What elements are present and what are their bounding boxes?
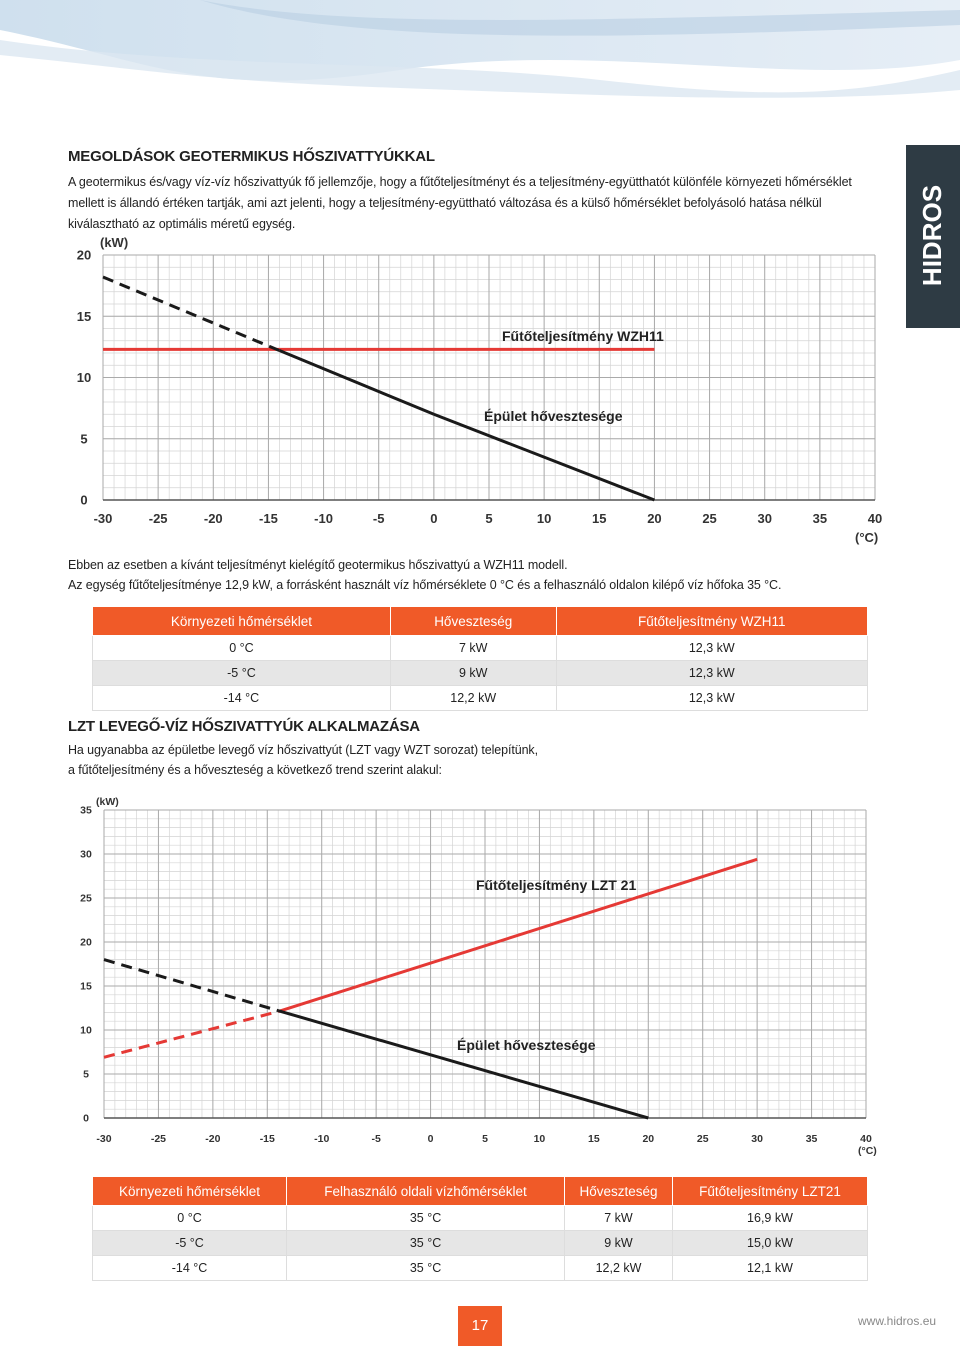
cell: -14 °C (92, 1255, 287, 1281)
row: -14 °C 12,2 kW 12,3 kW (92, 685, 869, 711)
header-cell: Fűtőteljesítmény WZH11 (555, 606, 869, 636)
cell: 16,9 kW (671, 1205, 869, 1231)
table: Környezeti hőmérséklet Hőveszteség Fűtőtel… (92, 606, 869, 711)
x-tick-label: 35 (806, 1133, 818, 1145)
x-tick-label: 5 (485, 511, 492, 526)
section-title: LZT LEVEGŐ-VÍZ HŐSZIVATTYÚK ALKALMAZÁSA (68, 718, 420, 735)
x-tick-label: 15 (592, 511, 606, 526)
x-tick-label: 25 (697, 1133, 709, 1145)
y-tick-label: 15 (80, 981, 92, 993)
brand-tab: HIDROS (906, 145, 960, 328)
header-row: Környezeti hőmérséklet Hőveszteség Fűtőtel… (92, 606, 869, 636)
cell: 12,3 kW (555, 685, 869, 711)
x-axis-label: (°C) (858, 1145, 877, 1157)
series-line (103, 1010, 279, 1059)
cell: 12,2 kW (389, 685, 557, 711)
series-line (278, 349, 435, 416)
section-title: MEGOLDÁSOK GEOTERMIKUS HŐSZIVATTYÚKKAL (68, 148, 435, 165)
row: -5 °C 35 °C 9 kW 15,0 kW (92, 1230, 869, 1256)
y-tick-label: 5 (83, 1069, 89, 1081)
y-tick-label: 20 (77, 248, 91, 263)
x-tick-label: 40 (868, 511, 882, 526)
x-tick-label: 15 (588, 1133, 600, 1145)
x-tick-label: 35 (813, 511, 827, 526)
y-tick-label: 10 (77, 370, 91, 385)
cell: 35 °C (285, 1230, 566, 1256)
row: -14 °C 35 °C 12,2 kW 12,1 kW (92, 1255, 869, 1281)
cell: 15,0 kW (671, 1230, 869, 1256)
x-tick-label: 40 (860, 1133, 872, 1145)
cell: 9 kW (389, 660, 557, 686)
x-tick-label: -25 (149, 511, 168, 526)
y-tick-label: 0 (80, 493, 87, 508)
x-tick-label: 10 (537, 511, 551, 526)
cell: 12,1 kW (671, 1255, 869, 1281)
text-line: Ha ugyanabba az épületbe levegő víz hősz… (68, 743, 538, 757)
series-line (277, 1009, 649, 1120)
x-tick-label: -20 (205, 1133, 220, 1145)
header-cell: Környezeti hőmérséklet (92, 1176, 287, 1206)
x-tick-label: -5 (371, 1133, 380, 1145)
paragraph: A geotermikus és/vagy víz-víz hőszivatty… (68, 175, 852, 231)
table: Környezeti hőmérséklet Felhasználó oldali… (92, 1176, 869, 1281)
series-label: Fűtőteljesítmény WZH11 (502, 328, 664, 344)
y-tick-label: 0 (83, 1113, 89, 1125)
x-tick-label: -10 (314, 511, 333, 526)
y-tick-label: 10 (80, 1025, 92, 1037)
x-tick-label: -30 (94, 511, 113, 526)
y-tick-label: 20 (80, 937, 92, 949)
text-line: a fűtőteljesítmény és a hőveszteség a kö… (68, 763, 442, 777)
cell: 35 °C (285, 1255, 566, 1281)
header-cell: Hőveszteség (564, 1176, 673, 1206)
cell: 9 kW (564, 1230, 673, 1256)
x-tick-label: -25 (151, 1133, 166, 1145)
y-tick-label: 35 (80, 805, 92, 817)
y-tick-label: 30 (80, 849, 92, 861)
series-line (103, 958, 279, 1013)
x-tick-label: 20 (647, 511, 661, 526)
row: 0 °C 35 °C 7 kW 16,9 kW (92, 1205, 869, 1231)
x-tick-label: -20 (204, 511, 223, 526)
x-tick-label: 0 (428, 1133, 434, 1145)
x-tick-label: -5 (373, 511, 385, 526)
x-tick-label: -15 (259, 511, 278, 526)
x-tick-label: 25 (702, 511, 716, 526)
y-tick-label: 25 (80, 893, 92, 905)
header-band (0, 0, 960, 98)
charts: -30 -25 -20 -15 -10 -5 0 5 10 15 20 25 30 35 40 0 5 10 15 2… (77, 235, 882, 1157)
page-number: 17 (458, 1306, 502, 1346)
header-cell: Hőveszteség (389, 606, 557, 636)
y-tick-label: 15 (77, 309, 91, 324)
y-axis-label: (kW) (100, 235, 128, 250)
series-line (102, 275, 281, 352)
text-line: Ebben az esetben a kívánt teljesítményt … (68, 558, 568, 572)
header-cell: Környezeti hőmérséklet (92, 606, 391, 636)
series-line (433, 412, 655, 502)
y-axis-label: (kW) (96, 796, 119, 808)
y-tick-label: 5 (80, 431, 87, 446)
x-axis-label: (°C) (855, 530, 878, 545)
x-tick-label: 5 (482, 1133, 488, 1145)
x-tick-label: -15 (260, 1133, 275, 1145)
x-tick-label: 20 (642, 1133, 654, 1145)
cell: 7 kW (389, 635, 557, 661)
x-tick-label: 10 (534, 1133, 546, 1145)
series-label: Épület hővesztesége (457, 1037, 596, 1053)
x-tick-label: -30 (96, 1133, 111, 1145)
series-label: Épület hővesztesége (484, 408, 623, 424)
cell: -14 °C (92, 685, 391, 711)
header-cell: Felhasználó oldali vízhőmérséklet (285, 1176, 566, 1206)
cell: 12,2 kW (564, 1255, 673, 1281)
cell: 7 kW (564, 1205, 673, 1231)
text-line: Az egység fűtőteljesítménye 12,9 kW, a f… (68, 578, 782, 592)
x-tick-label: -10 (314, 1133, 329, 1145)
x-tick-label: 30 (751, 1133, 763, 1145)
series-label: Fűtőteljesítmény LZT 21 (476, 877, 636, 893)
series-line (277, 857, 758, 1013)
cell: -5 °C (92, 1230, 287, 1256)
url: www.hidros.eu (858, 1314, 937, 1328)
x-tick-label: 0 (430, 511, 437, 526)
x-tick-label: 30 (757, 511, 771, 526)
